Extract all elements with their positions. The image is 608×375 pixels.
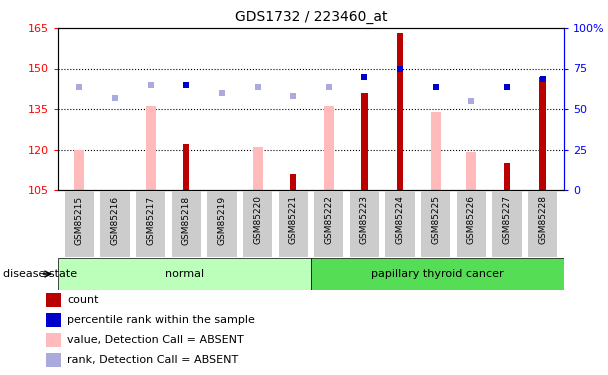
Bar — [290, 174, 296, 190]
Bar — [46, 293, 61, 307]
Bar — [46, 333, 61, 347]
FancyBboxPatch shape — [100, 190, 130, 257]
Text: GSM85218: GSM85218 — [182, 195, 191, 244]
Text: rank, Detection Call = ABSENT: rank, Detection Call = ABSENT — [67, 355, 238, 365]
Title: GDS1732 / 223460_at: GDS1732 / 223460_at — [235, 10, 387, 24]
Bar — [146, 106, 156, 190]
Text: GSM85228: GSM85228 — [538, 195, 547, 244]
FancyBboxPatch shape — [136, 190, 165, 257]
FancyBboxPatch shape — [207, 190, 237, 257]
Bar — [46, 353, 61, 367]
Text: GSM85219: GSM85219 — [218, 195, 226, 244]
Text: GSM85217: GSM85217 — [146, 195, 155, 244]
Bar — [46, 313, 61, 327]
FancyBboxPatch shape — [528, 190, 557, 257]
Bar — [311, 258, 564, 290]
Text: count: count — [67, 295, 98, 305]
FancyBboxPatch shape — [457, 190, 486, 257]
Bar — [324, 106, 334, 190]
Bar — [430, 112, 441, 190]
FancyBboxPatch shape — [492, 190, 522, 257]
Bar — [504, 163, 510, 190]
Text: GSM85220: GSM85220 — [253, 195, 262, 244]
Text: GSM85221: GSM85221 — [289, 195, 298, 244]
Text: GSM85224: GSM85224 — [396, 195, 404, 244]
Bar — [252, 147, 263, 190]
Bar — [74, 150, 85, 190]
Bar — [539, 76, 546, 190]
Text: value, Detection Call = ABSENT: value, Detection Call = ABSENT — [67, 335, 244, 345]
Bar — [183, 144, 190, 190]
Text: GSM85226: GSM85226 — [467, 195, 476, 244]
FancyBboxPatch shape — [278, 190, 308, 257]
FancyBboxPatch shape — [243, 190, 272, 257]
Bar — [361, 93, 368, 190]
Text: normal: normal — [165, 269, 204, 279]
Bar — [58, 258, 311, 290]
Text: GSM85216: GSM85216 — [111, 195, 120, 244]
FancyBboxPatch shape — [421, 190, 451, 257]
FancyBboxPatch shape — [385, 190, 415, 257]
Text: papillary thyroid cancer: papillary thyroid cancer — [371, 269, 504, 279]
Text: GSM85225: GSM85225 — [431, 195, 440, 244]
Bar — [397, 33, 403, 190]
Text: GSM85215: GSM85215 — [75, 195, 84, 244]
FancyBboxPatch shape — [350, 190, 379, 257]
Text: percentile rank within the sample: percentile rank within the sample — [67, 315, 255, 325]
Text: GSM85222: GSM85222 — [324, 195, 333, 244]
FancyBboxPatch shape — [171, 190, 201, 257]
Text: GSM85227: GSM85227 — [502, 195, 511, 244]
Bar — [466, 152, 476, 190]
FancyBboxPatch shape — [65, 190, 94, 257]
Text: GSM85223: GSM85223 — [360, 195, 369, 244]
Text: disease state: disease state — [3, 269, 77, 279]
FancyBboxPatch shape — [314, 190, 344, 257]
